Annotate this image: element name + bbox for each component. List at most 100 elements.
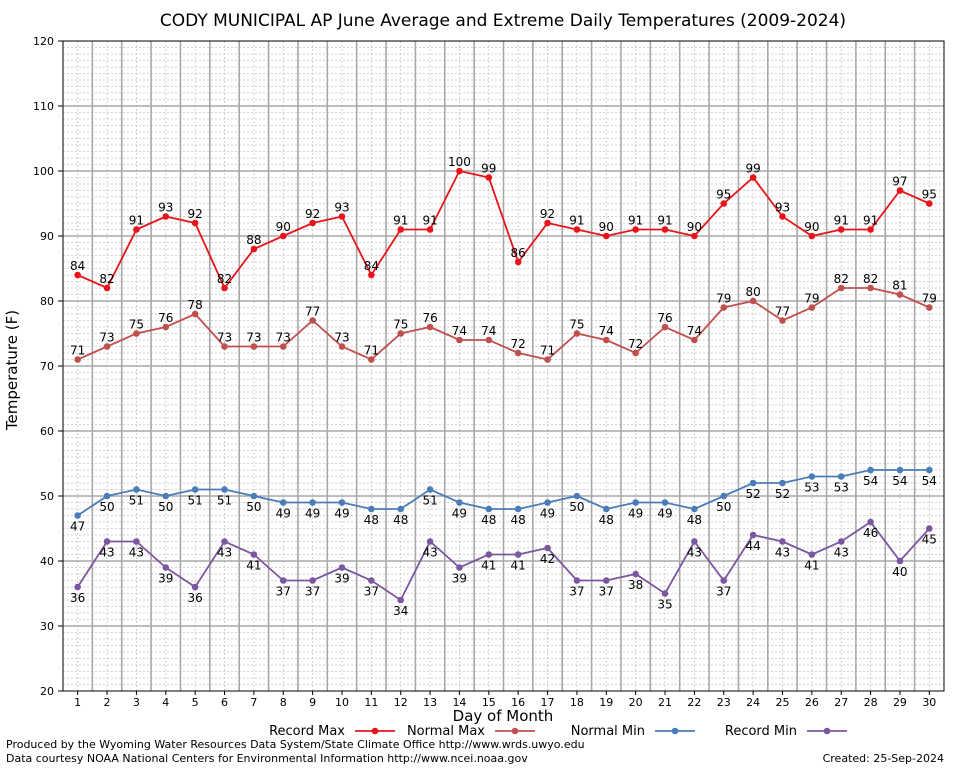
- footer-created: Created: 25-Sep-2024: [822, 752, 944, 765]
- x-tick-label: 3: [133, 696, 140, 709]
- data-point: [867, 226, 874, 233]
- y-tick-label: 50: [40, 490, 54, 503]
- data-point: [926, 525, 933, 532]
- x-tick-label: 9: [309, 696, 316, 709]
- data-point: [250, 492, 258, 500]
- data-point: [837, 473, 845, 480]
- data-point: [749, 479, 757, 487]
- data-label: 48: [364, 513, 379, 527]
- data-point: [221, 343, 228, 350]
- data-label: 49: [540, 507, 555, 521]
- data-point: [103, 492, 111, 500]
- data-label: 39: [158, 572, 173, 586]
- series-layer: 84 82 91 93 92 82 88 90 92 93 84 91 91 100 99 86 92 91 90 9…: [70, 155, 937, 618]
- data-point: [896, 291, 904, 298]
- data-label: 82: [99, 272, 114, 286]
- data-label: 43: [217, 546, 232, 560]
- data-point: [573, 492, 581, 500]
- data-point: [133, 226, 140, 233]
- data-label: 82: [863, 272, 878, 286]
- legend-item: Record Max: [269, 724, 395, 739]
- series-normal-max: 71 73 75 76 78 73 73 73 77 73 71 75 76 74 74 72 71 75 74 72…: [70, 272, 937, 363]
- data-label: 52: [745, 487, 760, 501]
- y-tick-label: 110: [33, 100, 54, 113]
- data-point: [338, 213, 346, 220]
- data-point: [926, 304, 933, 311]
- data-point: [309, 317, 316, 324]
- data-point: [749, 531, 757, 539]
- y-tick-label: 60: [40, 425, 54, 438]
- data-label: 71: [364, 344, 379, 358]
- data-label: 43: [129, 546, 144, 560]
- data-point: [309, 577, 316, 584]
- data-point: [896, 187, 904, 194]
- data-point: [397, 226, 405, 233]
- data-point: [221, 486, 228, 493]
- data-point: [691, 538, 698, 545]
- y-tick-label: 80: [40, 295, 54, 308]
- data-point: [837, 226, 845, 233]
- data-point: [779, 479, 786, 487]
- data-label: 46: [863, 526, 878, 540]
- data-point: [632, 570, 639, 578]
- y-tick-label: 100: [33, 165, 54, 178]
- x-tick-label: 12: [394, 696, 408, 709]
- data-label: 40: [892, 565, 907, 579]
- data-label: 95: [716, 188, 731, 202]
- data-point: [691, 336, 698, 344]
- data-point: [368, 505, 375, 513]
- data-point: [779, 317, 786, 324]
- data-point: [485, 174, 493, 181]
- data-label: 79: [716, 292, 731, 306]
- x-tick-label: 29: [893, 696, 907, 709]
- data-label: 74: [481, 324, 496, 338]
- data-point: [309, 499, 316, 506]
- data-label: 79: [922, 292, 937, 306]
- data-point: [133, 330, 140, 337]
- data-label: 37: [599, 585, 614, 599]
- x-tick-label: 19: [599, 696, 613, 709]
- data-point: [309, 219, 316, 227]
- x-tick-label: 4: [162, 696, 169, 709]
- data-label: 48: [511, 513, 526, 527]
- legend-marker: [371, 727, 379, 735]
- data-label: 91: [422, 214, 437, 228]
- data-label: 54: [922, 474, 937, 488]
- data-label: 90: [687, 220, 702, 234]
- data-label: 39: [452, 572, 467, 586]
- legend-label: Record Min: [725, 724, 797, 739]
- y-tick-label: 90: [40, 230, 54, 243]
- data-label: 34: [393, 604, 408, 618]
- data-point: [837, 284, 845, 292]
- data-label: 41: [481, 559, 496, 573]
- x-tick-label: 13: [423, 696, 437, 709]
- x-tick-label: 18: [570, 696, 584, 709]
- data-label: 91: [834, 214, 849, 228]
- data-label: 82: [834, 272, 849, 286]
- data-label: 72: [511, 337, 526, 351]
- data-label: 49: [305, 507, 320, 521]
- data-point: [749, 297, 757, 305]
- data-point: [661, 323, 669, 331]
- legend-marker: [511, 727, 519, 735]
- x-tick-label: 11: [364, 696, 378, 709]
- data-label: 92: [305, 207, 320, 221]
- data-point: [191, 583, 199, 591]
- data-label: 35: [657, 598, 672, 612]
- data-point: [74, 512, 81, 519]
- data-label: 99: [481, 162, 496, 176]
- data-point: [544, 219, 551, 227]
- data-point: [602, 336, 610, 344]
- data-label: 75: [129, 318, 144, 332]
- data-label: 51: [422, 494, 437, 508]
- data-point: [573, 330, 581, 337]
- data-label: 47: [70, 520, 85, 534]
- data-label: 42: [540, 552, 555, 566]
- data-label: 43: [687, 546, 702, 560]
- data-label: 44: [745, 539, 760, 553]
- x-tick-label: 8: [280, 696, 287, 709]
- y-tick-label: 40: [40, 555, 54, 568]
- series-record-min: 36 43 43 39 36 43 41 37 37 39 37 34 43 39 41 41 42 37 37 38…: [70, 518, 937, 618]
- data-label: 51: [188, 494, 203, 508]
